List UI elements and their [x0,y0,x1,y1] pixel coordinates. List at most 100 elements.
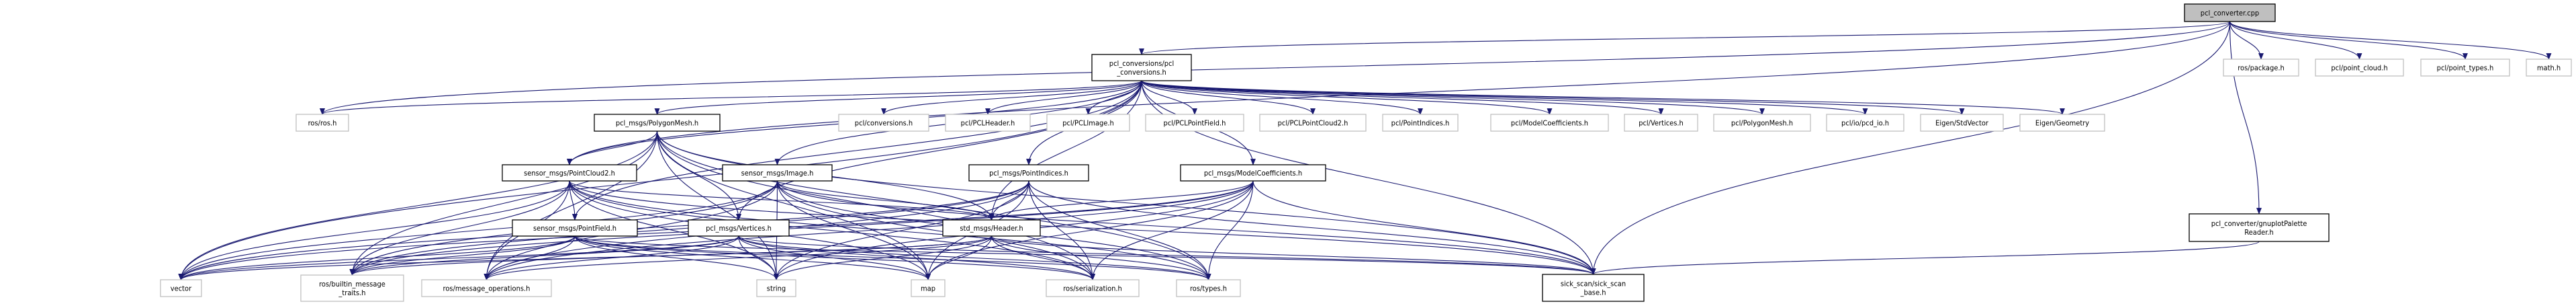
node-box [688,219,790,237]
node-box [502,164,637,182]
node-box [722,164,833,182]
node-box [160,279,202,297]
edge-header-to-builtin [349,235,993,276]
edge-image-to-serial [776,180,1095,280]
edge-header-to-types [991,235,1211,280]
node-pcl-point-types-h: pcl/point_types.h [2420,59,2510,77]
node-eigen-geometry: Eigen/Geometry [2019,114,2105,132]
node-std-msgs-header-h[interactable]: std_msgs/Header.h [942,219,1041,237]
node-pcl-msgs-pointindices-h[interactable]: pcl_msgs/PointIndices.h [968,164,1089,182]
edges-layer [178,21,2552,280]
node-pcl-pclimage-h: pcl/PCLImage.h [1046,114,1130,132]
node-box [1624,114,1698,132]
nodes-layer: pcl_converter.cpp pcl_conversions/pcl _con… [160,3,2572,302]
edge-cpp-to-rosros [320,21,2231,115]
node-box [594,114,721,132]
edge-image-to-sick [776,180,1596,275]
node-vector: vector [160,279,202,297]
node-label: pcl_msgs/Vertices.h [706,224,772,233]
edge-cpp-to-math [2229,21,2552,60]
edge-gnuplot-to-sick [1590,241,2260,275]
node-ros-package-h: ros/package.h [2223,59,2299,77]
edge-pointfield-to-map [574,235,931,280]
node-label: pcl_msgs/ModelCoefficients.h [1204,169,1302,178]
node-pcl-msgs-polygonmesh-h[interactable]: pcl_msgs/PolygonMesh.h [594,114,721,132]
node-box [2526,59,2572,77]
edge-vertices-to-sick [738,235,1596,275]
node-pcl-vertices-h: pcl/Vertices.h [1624,114,1698,132]
edge-polymesh-to-vertices [656,130,741,221]
node-box [911,279,946,297]
edge-header-to-msgops [484,235,993,280]
edge-pindices-to-types [1028,180,1211,280]
node-box [1826,114,1904,132]
edge-header-to-string [774,235,993,280]
edge-modelcoef-to-sick [1252,180,1596,275]
node-box [1046,279,1140,297]
edge-pointfield-to-vector [178,235,576,280]
edge-modelcoef-to-builtin [349,180,1254,276]
edge-modelcoef-to-types [1205,180,1254,280]
edge-conv-to-pclconv [881,80,1142,115]
node-box [1145,114,1244,132]
edge-pindices-to-serial [1028,180,1095,280]
edge-polymesh-to-builtin [349,130,658,276]
edge-cpp-to-ptypes [2229,21,2468,60]
edge-conv-to-pointfield [572,80,1142,221]
node-sensor-msgs-image-h[interactable]: sensor_msgs/Image.h [722,164,833,182]
node-pcl-msgs-modelcoefficients-h[interactable]: pcl_msgs/ModelCoefficients.h [1180,164,1326,182]
node-eigen-stdvector: Eigen/StdVector [1920,114,2004,132]
edge-vertices-to-string [738,235,779,280]
node-sensor-msgs-pointfield-h[interactable]: sensor_msgs/PointField.h [512,219,638,237]
edge-cpp-to-gnuplot [2229,21,2262,215]
edge-polymesh-to-sick [656,130,1596,275]
node-label: ros/serialization.h [1063,284,1122,293]
edge-modelcoef-to-serial [1090,180,1254,280]
edge-conv-to-pclpc2 [1141,80,1316,115]
node-label: pcl/point_types.h [2437,64,2494,73]
node-pcl-conversions-pcl-conversions-h[interactable]: pcl_conversions/pcl _conversions.h [1091,54,1192,81]
edge-pc2-to-header [569,180,995,221]
node-box [1046,114,1130,132]
node-label: pcl/PCLHeader.h [961,119,1015,128]
node-label: pcl_converter/gnuplotPalette Reader.h [2211,219,2307,237]
node-ros-serialization-h: ros/serialization.h [1046,279,1140,297]
node-label: ros/builtin_message _traits.h [319,280,385,297]
edge-vertices-to-map [738,235,931,280]
node-label: pcl/Vertices.h [1639,119,1684,128]
edge-cpp-to-conv [1139,21,2231,55]
node-box [945,114,1031,132]
node-pcl-pointindices-h: pcl/PointIndices.h [1382,114,1459,132]
node-math-h: math.h [2526,59,2572,77]
node-pcl-pclheader-h: pcl/PCLHeader.h [945,114,1031,132]
node-label: ros/ros.h [308,119,337,128]
node-sick-scan-sick-scan-base-h[interactable]: sick_scan/sick_scan _base.h [1542,274,1645,302]
node-box [1259,114,1367,132]
node-pcl-converter-gnuplotpalette-reader-h[interactable]: pcl_converter/gnuplotPalette Reader.h [2189,213,2330,242]
node-pcl-converter-cpp[interactable]: pcl_converter.cpp [2184,3,2276,22]
edge-pindices-to-string [774,180,1029,280]
edge-pc2-to-pointfield [569,180,578,221]
node-label: std_msgs/Header.h [960,224,1023,233]
node-pcl-msgs-vertices-h[interactable]: pcl_msgs/Vertices.h [688,219,790,237]
edge-vertices-to-types [738,235,1211,280]
edge-conv-to-pclvert [1141,80,1664,115]
node-box [942,219,1041,237]
edge-conv-to-rosros [320,80,1142,115]
edge-header-to-sick [991,235,1596,275]
edge-pc2-to-string [569,180,779,280]
node-label: Eigen/Geometry [2035,119,2089,128]
node-box [2189,213,2330,242]
node-box [421,279,552,297]
node-sensor-msgs-pointcloud2-h[interactable]: sensor_msgs/PointCloud2.h [502,164,637,182]
edge-conv-to-header [988,80,1142,221]
edge-conv-to-pclpf [1141,80,1197,115]
node-box [838,114,929,132]
node-label: pcl/PolygonMesh.h [1731,119,1793,128]
edge-polymesh-to-msgops [484,130,658,280]
node-ros-builtin-message-traits-h: ros/builtin_message _traits.h [300,274,404,302]
node-label: vector [171,284,192,293]
node-pcl-polygonmesh-h: pcl/PolygonMesh.h [1713,114,1811,132]
node-box [2019,114,2105,132]
